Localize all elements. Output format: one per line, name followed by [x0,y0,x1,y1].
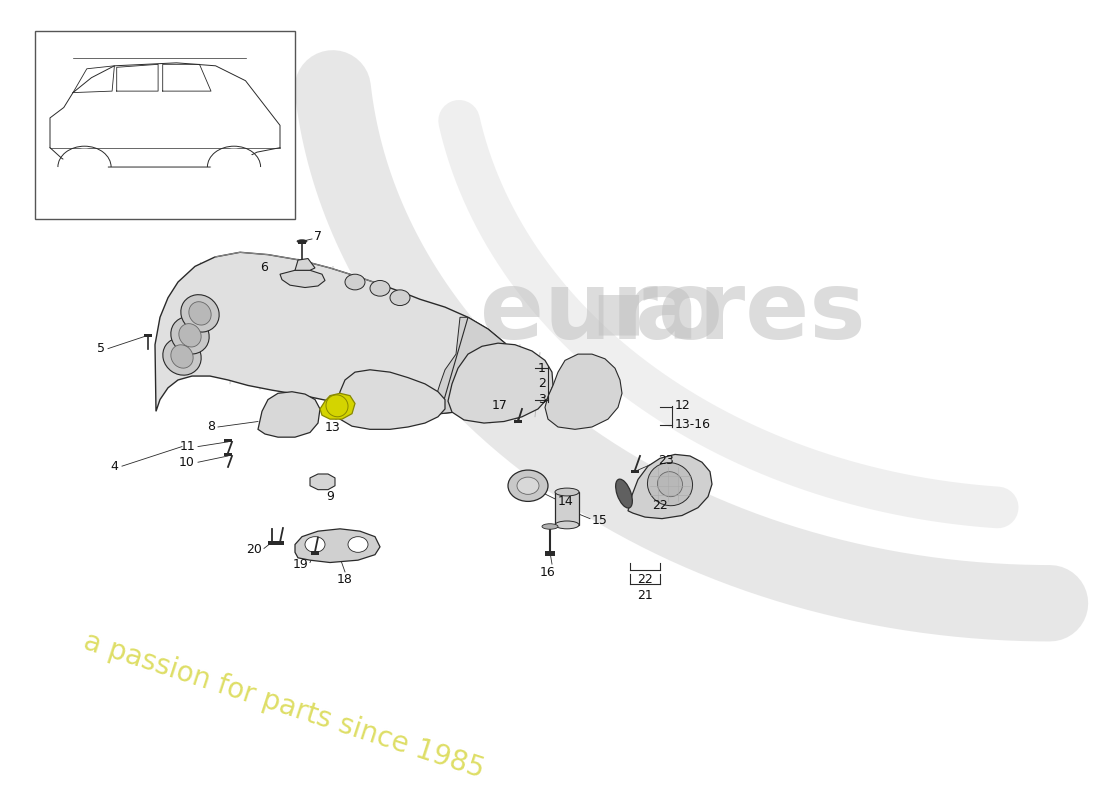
Circle shape [345,274,365,290]
Ellipse shape [179,324,201,347]
Polygon shape [320,394,355,419]
Circle shape [517,477,539,494]
Ellipse shape [658,472,682,497]
Text: 18: 18 [337,574,353,586]
Polygon shape [544,354,622,430]
Circle shape [222,158,245,176]
Polygon shape [258,392,320,437]
Bar [224,438,232,442]
Text: 2: 2 [538,378,546,390]
Circle shape [305,537,324,552]
Text: 9: 9 [326,490,334,502]
Ellipse shape [556,488,579,496]
Polygon shape [155,252,518,414]
Polygon shape [448,343,553,423]
Circle shape [348,537,369,552]
Text: 17: 17 [492,399,508,412]
Polygon shape [295,258,315,270]
Ellipse shape [648,462,693,506]
Bar [35,31,295,219]
Ellipse shape [163,338,201,375]
Polygon shape [432,318,468,414]
Bar [224,453,232,456]
Text: 13-16: 13-16 [675,418,711,431]
Text: 22: 22 [637,574,653,586]
Text: 16: 16 [540,566,556,578]
Text: 4: 4 [110,460,118,473]
Text: 6: 6 [260,262,268,274]
Polygon shape [310,474,336,490]
Circle shape [370,281,390,296]
Polygon shape [628,454,712,518]
Ellipse shape [297,240,307,243]
Bar [631,470,639,474]
Text: 5: 5 [97,342,104,355]
Ellipse shape [189,302,211,325]
Bar [298,241,306,245]
Text: 11: 11 [179,440,195,453]
Ellipse shape [170,345,194,368]
Text: 3: 3 [538,393,546,406]
Polygon shape [280,270,324,287]
Ellipse shape [170,317,209,354]
Ellipse shape [180,294,219,332]
Text: ■: ■ [593,287,642,339]
Text: 20: 20 [246,543,262,557]
Text: 23: 23 [658,454,673,467]
Ellipse shape [556,521,579,529]
Polygon shape [336,370,446,430]
Text: a passion for parts since 1985: a passion for parts since 1985 [80,627,487,783]
Bar [268,542,276,546]
Text: 22: 22 [652,499,668,512]
Text: euro: euro [480,267,723,359]
Bar [556,492,579,525]
Bar [144,334,152,337]
Text: ares: ares [635,267,866,359]
Polygon shape [440,318,518,414]
Text: 8: 8 [207,421,215,434]
Text: 21: 21 [637,589,653,602]
Text: 7: 7 [314,230,322,243]
Circle shape [62,149,108,185]
Bar [514,420,522,423]
Bar [276,542,284,546]
Bar [544,550,556,556]
Ellipse shape [542,524,558,530]
Bar [311,550,319,554]
Text: 10: 10 [179,456,195,469]
Circle shape [211,149,256,185]
Ellipse shape [616,479,632,508]
Polygon shape [295,529,380,562]
Circle shape [73,158,96,176]
Circle shape [508,470,548,502]
Text: 13: 13 [326,422,341,434]
Text: 19: 19 [293,558,308,570]
Text: 1: 1 [538,362,546,374]
Text: 14: 14 [558,495,574,508]
Text: 12: 12 [675,399,691,412]
Text: 15: 15 [592,514,608,526]
Circle shape [390,290,410,306]
